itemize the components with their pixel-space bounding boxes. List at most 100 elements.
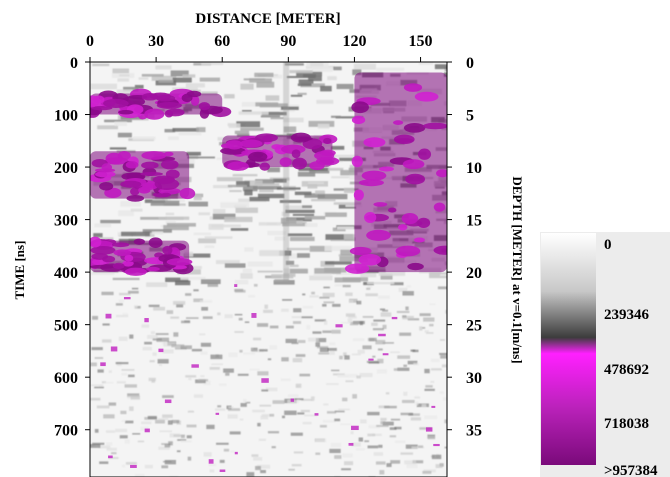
texture-mark bbox=[271, 274, 294, 279]
texture-mark bbox=[155, 80, 177, 86]
texture-mark bbox=[379, 470, 385, 475]
texture-mark bbox=[118, 210, 134, 217]
texture-mark bbox=[252, 409, 265, 413]
texture-mark bbox=[240, 83, 254, 90]
texture-mark bbox=[443, 72, 447, 77]
texture-mark bbox=[140, 216, 167, 220]
texture-mark bbox=[302, 74, 317, 78]
texture-mark bbox=[267, 167, 280, 173]
texture-mark bbox=[319, 347, 329, 352]
texture-mark bbox=[325, 234, 354, 240]
texture-mark bbox=[375, 461, 386, 465]
texture-mark bbox=[101, 291, 114, 296]
texture-mark bbox=[214, 408, 226, 411]
texture-mark bbox=[266, 74, 283, 79]
texture-mark bbox=[393, 368, 401, 371]
texture-mark bbox=[244, 321, 250, 323]
texture-mark bbox=[429, 303, 436, 305]
amplitude-blob bbox=[90, 95, 100, 107]
texture-mark bbox=[267, 431, 280, 434]
texture-mark bbox=[336, 83, 354, 90]
texture-mark bbox=[261, 414, 271, 417]
amplitude-blob bbox=[130, 187, 140, 196]
texture-mark bbox=[407, 360, 418, 365]
texture-mark bbox=[153, 306, 166, 311]
texture-mark bbox=[193, 298, 204, 303]
texture-mark bbox=[377, 358, 384, 364]
texture-mark bbox=[380, 273, 393, 280]
texture-mark bbox=[323, 420, 336, 423]
texture-mark bbox=[382, 342, 394, 344]
texture-mark bbox=[187, 156, 215, 159]
texture-mark bbox=[129, 334, 134, 339]
texture-mark bbox=[288, 394, 299, 398]
texture-mark bbox=[332, 303, 341, 307]
texture-mark bbox=[134, 305, 141, 309]
texture-mark bbox=[200, 342, 212, 347]
amplitude-blob bbox=[405, 173, 426, 185]
texture-mark bbox=[242, 110, 252, 113]
texture-mark bbox=[293, 451, 304, 454]
texture-mark bbox=[430, 358, 440, 362]
amplitude-blob bbox=[291, 149, 301, 159]
x-tick-label: 60 bbox=[214, 33, 230, 50]
amplitude-blob bbox=[323, 137, 332, 144]
amplitude-blob bbox=[118, 109, 134, 115]
texture-mark bbox=[128, 374, 135, 378]
texture-mark bbox=[355, 448, 365, 451]
texture-mark bbox=[365, 293, 378, 297]
texture-mark bbox=[155, 65, 172, 70]
texture-mark bbox=[199, 333, 206, 336]
texture-mark bbox=[185, 375, 197, 378]
amplitude-blob bbox=[364, 212, 377, 223]
amplitude-blob bbox=[125, 161, 139, 169]
texture-mark bbox=[331, 115, 341, 118]
texture-mark bbox=[146, 282, 168, 287]
texture-mark bbox=[161, 443, 171, 446]
amplitude-speck bbox=[191, 364, 199, 368]
texture-mark bbox=[102, 323, 110, 326]
texture-mark bbox=[400, 412, 413, 416]
colorbar-label: 478692 bbox=[604, 362, 649, 378]
texture-mark bbox=[345, 313, 356, 317]
texture-mark bbox=[104, 119, 132, 123]
x-tick-label: 0 bbox=[86, 33, 94, 50]
texture-mark bbox=[334, 475, 341, 477]
texture-mark bbox=[302, 293, 306, 296]
texture-mark bbox=[94, 386, 104, 389]
texture-mark bbox=[185, 83, 205, 88]
texture-mark bbox=[92, 442, 105, 445]
amplitude-speck bbox=[110, 346, 118, 352]
texture-mark bbox=[308, 337, 319, 342]
texture-mark bbox=[191, 348, 203, 352]
texture-mark bbox=[152, 338, 162, 341]
texture-mark bbox=[249, 368, 260, 371]
texture-mark bbox=[236, 181, 250, 187]
texture-mark bbox=[198, 238, 216, 244]
texture-mark bbox=[352, 394, 357, 399]
amplitude-blob bbox=[154, 178, 180, 190]
texture-mark bbox=[112, 277, 140, 281]
texture-mark bbox=[200, 279, 221, 285]
texture-mark bbox=[121, 372, 128, 376]
texture-mark bbox=[150, 200, 180, 206]
texture-mark bbox=[367, 433, 376, 437]
texture-mark bbox=[122, 313, 128, 316]
texture-mark bbox=[116, 381, 126, 384]
texture-mark bbox=[172, 77, 192, 83]
texture-mark bbox=[319, 296, 330, 299]
texture-mark bbox=[313, 273, 332, 277]
texture-mark bbox=[437, 286, 447, 290]
texture-mark bbox=[259, 349, 268, 352]
texture-mark bbox=[202, 316, 213, 319]
texture-mark bbox=[209, 469, 215, 473]
amplitude-blob bbox=[393, 134, 415, 145]
texture-mark bbox=[440, 355, 447, 359]
texture-mark bbox=[394, 426, 402, 430]
texture-mark bbox=[253, 185, 282, 190]
texture-mark bbox=[255, 102, 279, 107]
texture-mark bbox=[382, 421, 394, 426]
texture-mark bbox=[148, 304, 160, 308]
texture-mark bbox=[151, 75, 177, 81]
texture-mark bbox=[323, 301, 335, 304]
